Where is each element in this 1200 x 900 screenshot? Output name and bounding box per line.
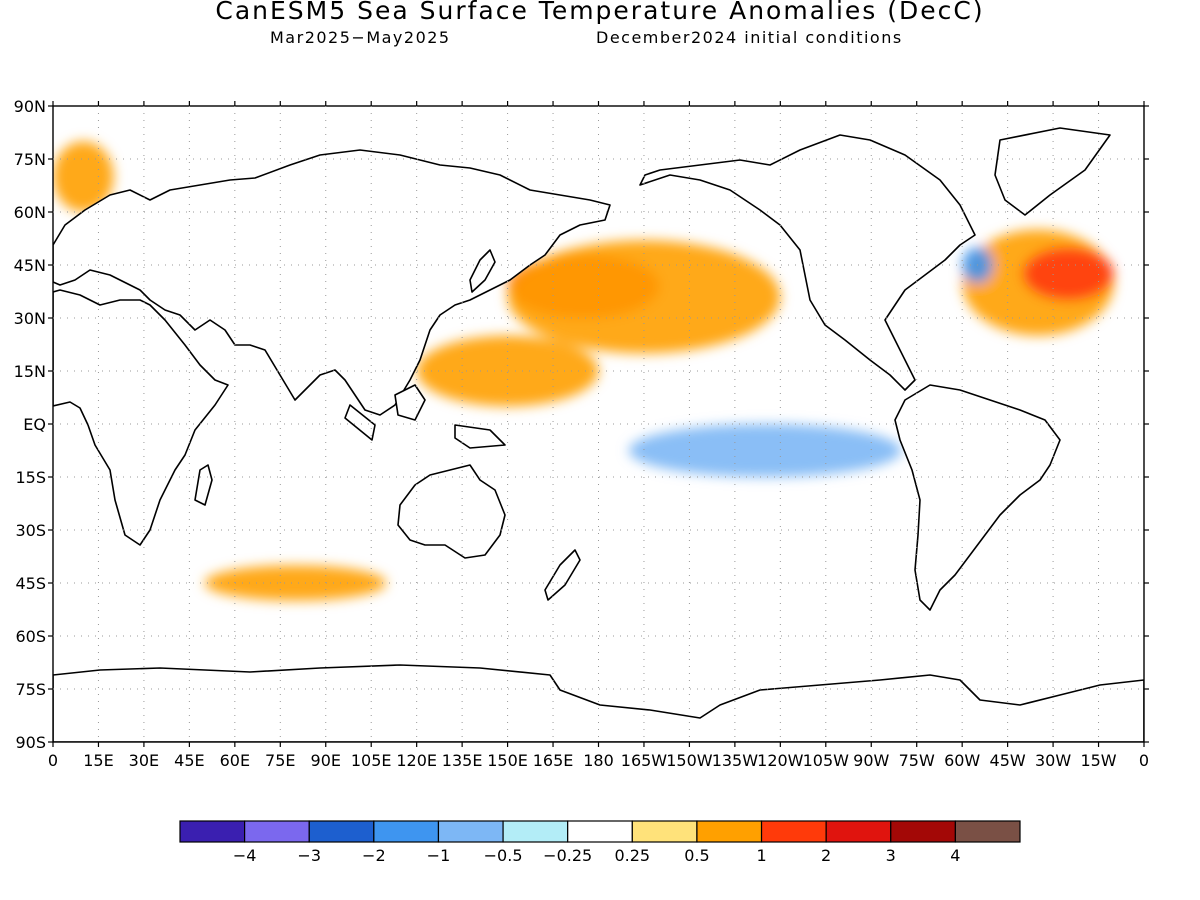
anomaly-region (53, 141, 114, 212)
initial-conditions: December2024 initial conditions (596, 28, 903, 47)
colorbar-swatch (890, 820, 956, 843)
japan-outline (469, 249, 496, 293)
latitude-label: 90N (14, 97, 46, 116)
eurasia-outline (53, 149, 611, 416)
latitude-label: 75N (14, 150, 46, 169)
colorbar-label: −3 (297, 846, 321, 865)
longitude-label: 30W (1035, 751, 1071, 770)
colorbar-label: −4 (233, 846, 257, 865)
longitude-label: 60E (220, 751, 250, 770)
longitude-label: 165W (621, 751, 668, 770)
colorbar-swatch (502, 820, 569, 843)
latitude-label: 60N (14, 203, 46, 222)
colorbar-swatch (567, 820, 633, 843)
longitude-label: 90W (853, 751, 889, 770)
longitude-label: 45W (990, 751, 1026, 770)
longitude-label: 45E (174, 751, 204, 770)
longitude-label: 0 (1139, 751, 1149, 770)
colorbar (179, 820, 1021, 843)
new-zealand-outline (544, 549, 581, 601)
longitude-label: 135E (442, 751, 483, 770)
latitude-label: EQ (23, 415, 46, 434)
colorbar-label: 3 (886, 846, 896, 865)
longitude-label: 180 (583, 751, 614, 770)
colorbar-swatch (373, 820, 440, 843)
longitude-label: 0 (48, 751, 58, 770)
longitude-labels: 0 15E 30E 45E 60E 75E 90E 105E 120E 135E 150E 165E 1… (48, 751, 1149, 770)
colorbar-label: 0.25 (614, 846, 650, 865)
anomaly-region (416, 335, 599, 407)
africa-outline (53, 289, 229, 546)
madagascar-outline (194, 464, 213, 506)
colorbar-swatch (631, 820, 698, 843)
latitude-label: 30N (14, 309, 46, 328)
north-america-outline (639, 134, 976, 391)
colorbar-label: 2 (821, 846, 831, 865)
longitude-label: 75W (899, 751, 935, 770)
latitude-labels: 90N 75N 60N 45N 30N 15N EQ 15S 30S 45S 60S 75S 90S (14, 97, 46, 752)
longitude-label: 135W (712, 751, 759, 770)
colorbar-label: −0.25 (543, 846, 592, 865)
latitude-label: 45S (15, 574, 46, 593)
australia-outline (397, 464, 506, 559)
colorbar-swatch (179, 820, 246, 843)
longitude-label: 90E (311, 751, 341, 770)
sumatra-outline (344, 404, 376, 441)
axis-ticks (48, 101, 1149, 747)
longitude-label: 120W (757, 751, 804, 770)
colorbar-swatch (308, 820, 375, 843)
longitude-label: 120E (396, 751, 437, 770)
longitude-label: 15E (83, 751, 113, 770)
anomaly-region (628, 424, 902, 477)
anomaly-region (204, 565, 387, 601)
latitude-label: 90S (15, 733, 46, 752)
latitude-label: 15N (14, 362, 46, 381)
borneo-outline (394, 384, 426, 421)
colorbar-swatch (437, 820, 504, 843)
longitude-label: 60W (944, 751, 980, 770)
longitude-label: 105E (351, 751, 392, 770)
forecast-period: Mar2025−May2025 (270, 28, 451, 47)
colorbar-labels: −4 −3 −2 −1 −0.5 −0.25 0.25 0.5 1 2 3 4 (233, 846, 961, 865)
greenland-outline (994, 127, 1111, 216)
latitude-label: 60S (15, 627, 46, 646)
latitude-label: 30S (15, 521, 46, 540)
colorbar-label: −2 (362, 846, 386, 865)
longitude-label: 30E (129, 751, 159, 770)
anomaly-region (1022, 247, 1114, 301)
longitude-label: 150W (666, 751, 713, 770)
graticule (53, 106, 1144, 742)
longitude-label: 150E (487, 751, 528, 770)
latitude-label: 15S (15, 468, 46, 487)
colorbar-label: 1 (756, 846, 766, 865)
colorbar-swatch (954, 820, 1021, 843)
anomaly-region (507, 240, 781, 354)
south-america-outline (894, 384, 1061, 611)
new-guinea-outline (454, 424, 506, 449)
colorbar-swatch (696, 820, 763, 843)
latitude-label: 45N (14, 256, 46, 275)
longitude-label: 75E (265, 751, 295, 770)
colorbar-label: 0.5 (684, 846, 709, 865)
latitude-label: 75S (15, 680, 46, 699)
colorbar-swatch (825, 820, 892, 843)
colorbar-swatch (760, 820, 827, 843)
colorbar-label: 4 (950, 846, 960, 865)
colorbar-label: −1 (427, 846, 451, 865)
longitude-label: 165E (533, 751, 574, 770)
longitude-label: 105W (803, 751, 850, 770)
map-title: CanESM5 Sea Surface Temperature Anomalie… (215, 0, 985, 25)
longitude-label: 15W (1080, 751, 1116, 770)
colorbar-label: −0.5 (484, 846, 523, 865)
colorbar-swatch (244, 820, 310, 843)
